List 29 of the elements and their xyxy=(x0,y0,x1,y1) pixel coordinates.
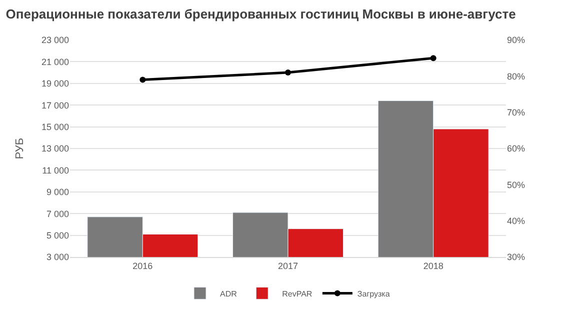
chart-title: Операционные показатели брендированных гостиниц Москвы в июне-августе xyxy=(6,6,516,22)
y-tick-label: 11 000 xyxy=(42,165,69,176)
y-tick-label: 15 000 xyxy=(41,122,69,132)
point xyxy=(285,70,291,76)
y-tick-label: 17 000 xyxy=(41,100,69,110)
legend-label: RevPAR xyxy=(282,289,312,298)
y-tick-label: 7 000 xyxy=(46,208,69,219)
y2-tick-label: 50% xyxy=(507,180,526,190)
x-tick-label: 2017 xyxy=(278,260,298,271)
y-tick-label: 3 000 xyxy=(46,252,69,262)
point xyxy=(140,76,146,83)
legend-label: Загрузка xyxy=(357,289,390,298)
y-tick-label: 23 000 xyxy=(41,35,69,46)
y-tick-label: 21 000 xyxy=(41,56,69,67)
x-tick-label: 2018 xyxy=(423,260,444,271)
y2-tick-label: 90% xyxy=(507,35,526,46)
y2-tick-label: 40% xyxy=(507,216,526,226)
y-tick-label: 5 000 xyxy=(46,230,69,240)
legend-label: ADR xyxy=(220,289,238,298)
y-axis-title: РУБ xyxy=(14,138,26,160)
y2-tick-label: 70% xyxy=(507,107,526,118)
y-tick-label: 9 000 xyxy=(46,187,69,198)
y2-tick-label: 30% xyxy=(507,252,526,262)
y-tick-label: 13 000 xyxy=(41,144,69,154)
point xyxy=(430,55,436,62)
y2-tick-label: 80% xyxy=(507,71,526,82)
y2-tick-label: 60% xyxy=(507,144,526,154)
x-tick-label: 2016 xyxy=(132,260,153,271)
y-tick-label: 19 000 xyxy=(41,78,69,89)
